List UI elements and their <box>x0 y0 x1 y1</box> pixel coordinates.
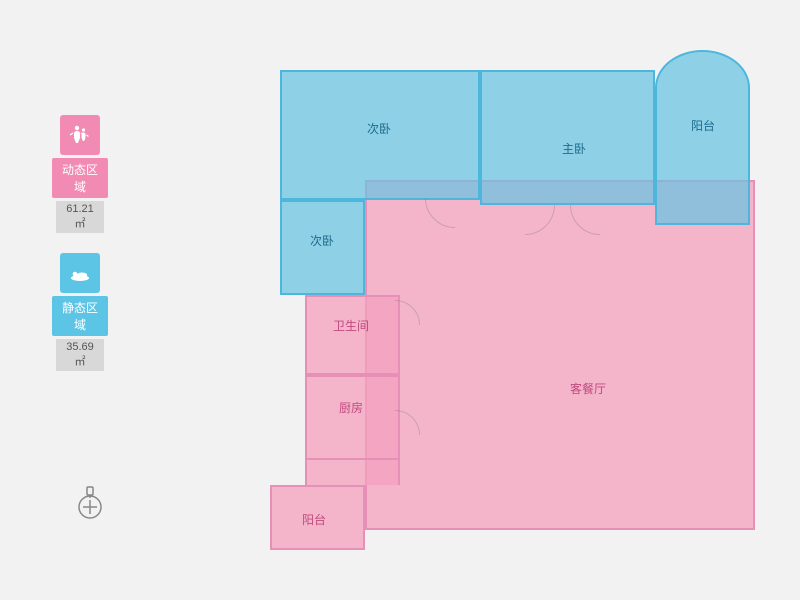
legend-static-label: 静态区域 <box>52 296 108 336</box>
room-bedroom-main: 主卧 <box>480 70 655 205</box>
legend-dynamic-value: 61.21㎡ <box>56 201 104 233</box>
label-kitchen: 厨房 <box>339 399 363 416</box>
compass-icon <box>75 485 105 526</box>
legend-dynamic-label: 动态区域 <box>52 158 108 198</box>
legend-static-value: 35.69㎡ <box>56 339 104 371</box>
room-bedroom2-top: 次卧 <box>280 70 480 200</box>
label-bedroom2-side: 次卧 <box>310 232 334 249</box>
room-bedroom2-side: 次卧 <box>280 200 365 295</box>
label-bathroom: 卫生间 <box>333 317 369 334</box>
label-balcony-top: 阳台 <box>691 117 715 134</box>
label-balcony-bottom: 阳台 <box>302 511 326 528</box>
room-balcony-top: 阳台 <box>655 50 750 225</box>
label-bedroom-main: 主卧 <box>562 140 586 157</box>
legend-dynamic: 动态区域 61.21㎡ <box>60 115 108 233</box>
room-kitchen: 厨房 <box>305 375 400 460</box>
sleep-icon <box>60 253 100 293</box>
people-icon <box>60 115 100 155</box>
room-living-ext <box>305 460 400 485</box>
room-bathroom: 卫生间 <box>305 295 400 375</box>
legend: 动态区域 61.21㎡ 静态区域 35.69㎡ <box>60 115 108 391</box>
room-balcony-bottom: 阳台 <box>270 485 365 550</box>
floorplan: 客餐厅 阳台 厨房 卫生间 次卧 主卧 次卧 阳台 <box>270 40 770 570</box>
room-living <box>365 180 755 530</box>
label-bedroom2-top: 次卧 <box>367 120 391 137</box>
legend-static: 静态区域 35.69㎡ <box>60 253 108 371</box>
